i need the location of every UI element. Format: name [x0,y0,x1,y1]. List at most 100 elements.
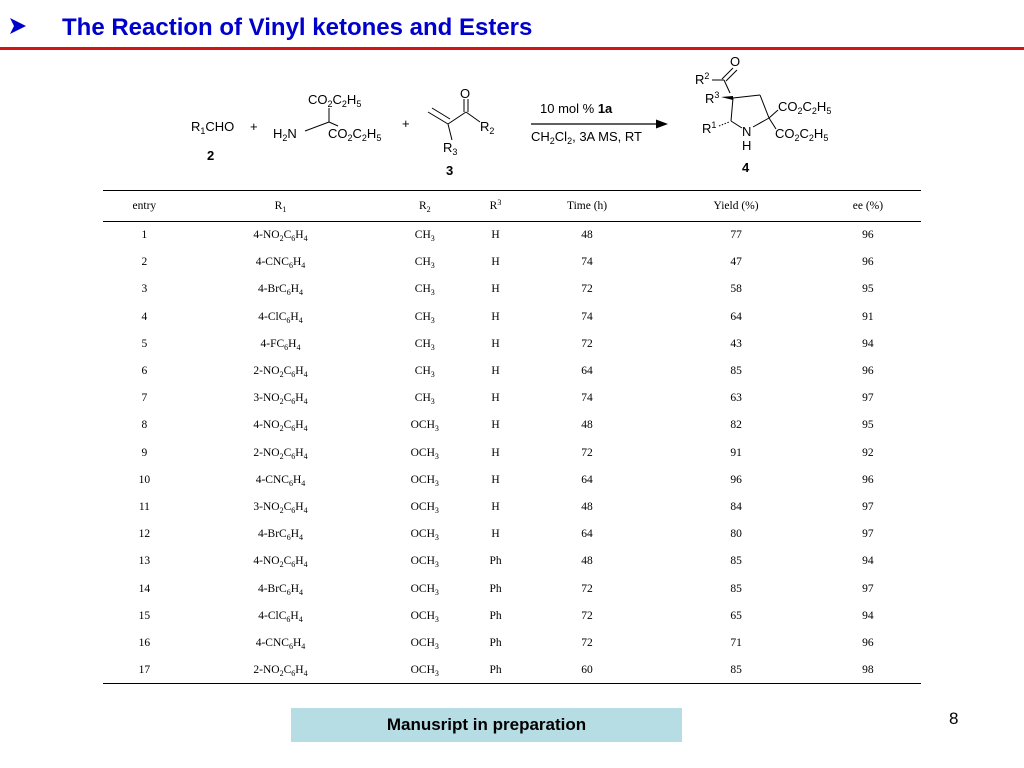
cell-yield: 84 [730,500,742,513]
cell-entry: 16 [138,636,151,649]
cell-entry: 13 [138,555,151,568]
footer-note: Manusript in preparation [291,708,682,742]
cell-ee: 95 [862,419,874,432]
cell-time: 64 [581,473,593,486]
cell-r2: OCH3 [410,609,439,624]
table-row: 2 4-CNC6H4 CH3 H 74 47 96 [103,249,921,276]
svg-text:CO2C2H5: CO2C2H5 [778,99,831,116]
cell-ee: 96 [862,229,874,242]
cell-r3: H [491,310,500,323]
cell-ee: 98 [862,663,874,676]
cell-r2: CH3 [414,283,435,298]
arrow-bullet-icon [10,18,26,34]
cell-ee: 97 [862,582,874,595]
svg-text:R3: R3 [443,140,457,157]
cell-r2: OCH3 [410,636,439,651]
cell-r3: H [491,473,500,486]
cell-r3: Ph [489,636,502,649]
col-header-r3: R3 [489,198,502,213]
cell-ee: 97 [862,500,874,513]
cell-r1: 3-NO2C6H4 [253,392,308,407]
cell-r2: OCH3 [410,663,439,678]
cell-r1: 2-NO2C6H4 [253,365,308,380]
pyrrolidine-product-structure: O R2 R3 CO2C2H5 CO2C2H5 R1 N H [695,54,831,153]
cell-r3: Ph [489,555,502,568]
cell-r3: H [491,392,500,405]
cell-r1: 4-NO2C6H4 [253,419,308,434]
cell-r1: 4-ClC6H4 [258,310,303,325]
svg-text:R2: R2 [695,71,709,87]
cell-yield: 43 [730,337,742,350]
cell-r1: 4-ClC6H4 [258,609,303,624]
cell-entry: 8 [141,419,148,432]
cell-entry: 7 [141,392,148,405]
cell-entry: 3 [141,283,148,296]
cell-entry: 17 [138,663,151,676]
cell-r2: OCH3 [410,528,439,543]
cell-r2: CH3 [414,256,435,271]
malonate-right-ester: CO2C2H5 [328,126,381,143]
cell-time: 74 [581,392,593,405]
table-row: 13 4-NO2C6H4 OCH3 Ph 48 85 94 [103,548,921,575]
cell-yield: 58 [730,283,742,296]
table-row: 9 2-NO2C6H4 OCH3 H 72 91 92 [103,439,921,466]
table-body: 1 4-NO2C6H4 CH3 H 48 77 96 2 4-CNC6H4 CH3 H 74 47 96 3… [103,222,921,684]
compound-2-label: 2 [207,148,214,163]
cell-r1: 3-NO2C6H4 [253,500,308,515]
page-number: 8 [949,709,959,728]
cell-r3: H [491,256,500,269]
cell-time: 60 [581,663,593,676]
cell-entry: 1 [141,229,148,242]
cell-ee: 92 [862,446,874,459]
svg-text:R1: R1 [702,120,716,136]
cell-r1: 4-BrC6H4 [257,528,304,543]
cell-time: 72 [581,446,593,459]
table-row: 4 4-ClC6H4 CH3 H 74 64 91 [103,303,921,330]
cell-yield: 85 [730,663,742,676]
cell-r2: CH3 [414,310,435,325]
cell-yield: 47 [730,256,742,269]
cell-r3: H [491,500,500,513]
cell-yield: 85 [730,582,742,595]
cell-r2: OCH3 [410,500,439,515]
cell-r1: 4-FC6H4 [260,337,301,352]
cell-r1: 4-CNC6H4 [255,473,306,488]
cell-time: 48 [581,500,593,513]
table-row: 5 4-FC6H4 CH3 H 72 43 94 [103,330,921,357]
cell-time: 72 [581,582,593,595]
cell-ee: 96 [862,473,874,486]
cell-time: 48 [581,229,593,242]
cell-r1: 4-CNC6H4 [255,636,306,651]
compound-3-label: 3 [446,163,453,178]
cell-r1: 4-BrC6H4 [257,582,304,597]
cell-yield: 85 [730,365,742,378]
cell-r1: 2-NO2C6H4 [253,663,308,678]
cell-yield: 63 [730,392,742,405]
cell-r3: H [491,337,500,350]
cell-r1: 4-BrC6H4 [257,283,304,298]
cell-r2: OCH3 [410,582,439,597]
cell-yield: 82 [730,419,742,432]
table-row: 1 4-NO2C6H4 CH3 H 48 77 96 [103,222,921,249]
cell-entry: 10 [138,473,151,486]
cell-r1: 4-NO2C6H4 [253,555,308,570]
cell-time: 72 [581,636,593,649]
table-row: 16 4-CNC6H4 OCH3 Ph 72 71 96 [103,629,921,656]
cell-r3: Ph [489,582,502,595]
cell-r2: CH3 [414,337,435,352]
cell-r3: H [491,229,500,242]
table-row: 10 4-CNC6H4 OCH3 H 64 96 96 [103,466,921,493]
cell-yield: 96 [730,473,742,486]
cell-ee: 91 [862,310,874,323]
malonate-top-ester: CO2C2H5 [308,92,361,109]
table-row: 3 4-BrC6H4 CH3 H 72 58 95 [103,276,921,303]
cell-yield: 91 [730,446,742,459]
cell-entry: 5 [141,337,148,350]
cell-time: 64 [581,365,593,378]
cell-entry: 11 [138,500,150,513]
cell-ee: 95 [862,283,874,296]
col-header-yield: Yield (%) [713,200,759,212]
reaction-conditions: CH2Cl2, 3A MS, RT [531,129,642,146]
cell-r2: OCH3 [410,419,439,434]
cell-r1: 4-CNC6H4 [255,256,306,271]
